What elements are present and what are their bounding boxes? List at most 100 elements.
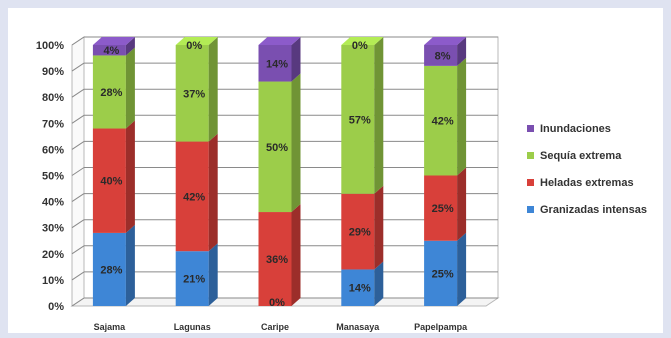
bar-segment-granizadas-intensas [92,232,126,306]
bar-segment-sequ-a-extrema [424,65,458,176]
y-tick-label: 10% [42,275,64,287]
x-category-label: Manasaya [336,322,380,332]
data-label: 21% [183,274,205,286]
legend-swatch-heladas [527,179,534,186]
bar-segment-granizadas-intensas [424,240,458,306]
gridline-side [71,140,85,150]
y-tick-label: 30% [42,223,64,235]
y-tick-label: 40% [42,197,64,209]
bar-side-sequ-a-extrema [374,37,384,194]
legend-label-sequia: Sequía extrema [540,150,622,162]
bar-side-sequ-a-extrema [457,57,467,176]
data-label: 8% [435,50,451,62]
legend-swatch-granizadas [527,206,534,213]
data-label: 0% [186,40,202,52]
bar-side-sequ-a-extrema [125,47,135,129]
bar-segment-sequ-a-extrema [341,45,375,194]
data-label: 28% [100,87,122,99]
data-label: 42% [183,191,205,203]
y-tick-label: 50% [42,171,64,183]
data-label: 28% [100,264,122,276]
data-label: 57% [349,114,371,126]
bar-segment-granizadas-intensas [341,269,375,306]
x-category-label: Lagunas [174,322,211,332]
bar-top-cap [341,37,384,45]
bar-segment-inundaciones [258,45,292,82]
bar-segment-inundaciones [92,45,126,56]
gridline-side [71,219,85,229]
gridline-side [71,36,85,46]
y-tick-label: 100% [36,40,64,52]
bar-side-granizadas-intensas [125,224,135,306]
bar-side-heladas-extremas [291,204,301,306]
y-tick-label: 0% [48,301,64,313]
legend-item-sequia: Sequía extrema [527,149,647,171]
x-category-label: Papelpampa [414,322,468,332]
bar-side-inundaciones [125,37,135,56]
data-label: 25% [432,203,454,215]
bar-segment-heladas-extremas [175,141,209,252]
bar-side-sequ-a-extrema [291,73,301,213]
bar-side-heladas-extremas [374,185,384,270]
gridline-side [71,88,85,98]
gridline-side [71,271,85,281]
bar-segment-heladas-extremas [341,193,375,270]
legend-item-granizadas: Granizadas intensas [527,203,647,225]
gridline-side [71,193,85,203]
bar-segment-heladas-extremas [258,212,292,306]
bar-top-cap [424,37,467,45]
legend-item-heladas: Heladas extremas [527,176,647,198]
legend-label-inundaciones: Inundaciones [540,123,611,135]
data-label: 37% [183,88,205,100]
bar-top-cap [92,37,135,45]
bar-top-cap [258,37,301,45]
y-tick-label: 70% [42,118,64,130]
data-label: 50% [266,142,288,154]
bar-segment-heladas-extremas [424,175,458,241]
chart-legend: Inundaciones Sequía extrema Heladas extr… [527,122,647,230]
y-tick-label: 20% [42,249,64,261]
bar-segment-sequ-a-extrema [175,45,209,142]
bar-side-granizadas-intensas [457,232,467,306]
bar-side-granizadas-intensas [208,243,218,306]
data-label: 0% [352,40,368,52]
bar-segment-granizadas-intensas [175,251,209,306]
x-category-label: Caripe [261,322,289,332]
bar-side-inundaciones [457,37,467,66]
bar-top-cap [175,37,218,45]
gridline-side [71,297,85,307]
legend-label-heladas: Heladas extremas [540,177,634,189]
x-category-label: Sajama [94,322,127,332]
data-label: 14% [349,283,371,295]
y-tick-label: 90% [42,66,64,78]
bar-side-granizadas-intensas [374,261,384,306]
bar-segment-heladas-extremas [92,128,126,233]
bar-segment-sequ-a-extrema [92,55,126,129]
legend-label-granizadas: Granizadas intensas [540,204,647,216]
bar-side-sequ-a-extrema [208,37,218,142]
gridline-side [71,167,85,176]
data-label: 0% [269,297,285,309]
data-label: 25% [432,268,454,280]
y-tick-label: 80% [42,92,64,104]
legend-swatch-inundaciones [527,125,534,132]
data-label: 29% [349,227,371,239]
bar-side-inundaciones [291,37,301,82]
data-label: 36% [266,254,288,266]
bar-segment-inundaciones [424,45,458,66]
bar-side-heladas-extremas [208,133,218,252]
data-label: 40% [100,176,122,188]
data-label: 4% [103,45,119,57]
gridline-side [71,245,85,255]
y-tick-label: 60% [42,144,64,156]
legend-item-inundaciones: Inundaciones [527,122,647,144]
gridline-side [71,114,85,124]
legend-swatch-sequia [527,152,534,159]
gridline-side [71,62,85,72]
bar-segment-sequ-a-extrema [258,81,292,213]
bar-side-heladas-extremas [457,167,467,241]
data-label: 42% [432,116,454,128]
data-label: 14% [266,58,288,70]
bar-side-heladas-extremas [125,120,135,233]
